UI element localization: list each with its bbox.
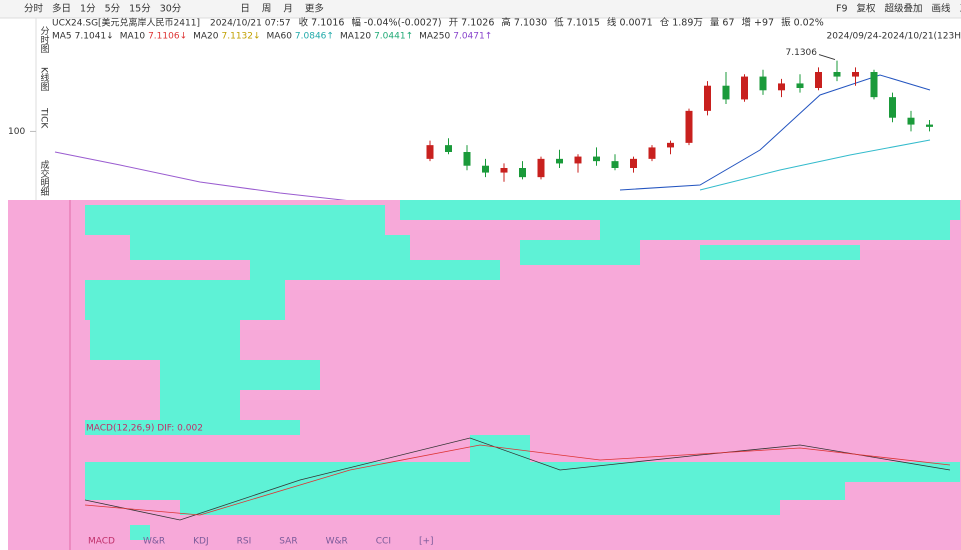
- ma-name: MA60: [267, 32, 293, 42]
- ma-value: 7.0846↑: [295, 32, 334, 42]
- quote-item: 高 7.1030: [501, 17, 547, 29]
- ma-value: 7.1041↓: [75, 32, 114, 42]
- macd-label: MACD(12,26,9) DIF: 0.002: [86, 424, 203, 434]
- candle-body: [611, 161, 619, 168]
- indicator-tab[interactable]: W&R: [326, 537, 348, 547]
- candle-body: [630, 158, 637, 168]
- candle-body: [426, 145, 434, 159]
- candle-body: [445, 145, 452, 152]
- indicator-tab[interactable]: SAR: [279, 537, 297, 547]
- ma-line: [54, 151, 361, 203]
- toolbar-button[interactable]: 30分: [160, 4, 182, 15]
- side-tab[interactable]: K线图: [39, 67, 50, 92]
- macd-line: [84, 437, 951, 521]
- toolbar-button[interactable]: 超级叠加: [885, 3, 923, 15]
- candle-body: [778, 83, 785, 91]
- candle-body: [519, 168, 526, 178]
- candle-body: [537, 158, 545, 178]
- macd-line: [84, 444, 951, 516]
- side-tab[interactable]: TICK: [39, 107, 49, 129]
- toolbar-button[interactable]: 画线: [932, 3, 952, 15]
- time: 2024/10/21 07:57: [210, 19, 291, 29]
- toolbar-button[interactable]: 1分: [80, 4, 96, 15]
- candle-body: [796, 83, 804, 88]
- toolbar-button[interactable]: 日: [240, 4, 250, 15]
- candle-body: [556, 158, 563, 164]
- indicator-tab[interactable]: CCI: [376, 537, 391, 547]
- candle-body: [593, 156, 600, 162]
- candle-body: [463, 152, 471, 166]
- candle-body: [833, 72, 841, 77]
- side-tab[interactable]: 成交明细: [39, 159, 50, 196]
- symbol: UCX24.SG[美元兑离岸人民币2411]: [52, 17, 200, 29]
- ma-name: MA20: [193, 32, 219, 42]
- toolbar-button[interactable]: 5分: [105, 4, 121, 15]
- ma-line: [699, 139, 931, 191]
- ma-name: MA10: [120, 32, 146, 42]
- ma-value: 7.0471↑: [453, 32, 492, 42]
- indicator-tab[interactable]: W&R: [143, 537, 165, 547]
- candle-body: [852, 72, 859, 77]
- candle-body: [741, 76, 748, 100]
- toolbar-button[interactable]: 复权: [857, 3, 877, 15]
- y-tick-label: 100: [8, 127, 25, 137]
- toolbar-button[interactable]: 工具: [960, 4, 961, 15]
- candle-body: [648, 147, 656, 159]
- candle-body: [815, 72, 822, 88]
- candle-body: [667, 142, 674, 148]
- indicator-tab[interactable]: RSI: [237, 537, 252, 547]
- candle-body: [500, 168, 508, 173]
- candle-body: [704, 85, 711, 111]
- candle-body: [574, 156, 582, 164]
- ma-value: 7.1132↓: [222, 32, 261, 42]
- toolbar-button[interactable]: 月: [283, 4, 293, 15]
- candle-body: [907, 117, 915, 125]
- indicator-tab[interactable]: MACD: [88, 537, 115, 547]
- candle-body: [889, 97, 896, 118]
- candle-body: [685, 110, 693, 143]
- toolbar-button[interactable]: 周: [262, 4, 272, 15]
- candle-body: [759, 76, 767, 91]
- date-range: 2024/09/24-2024/10/21(123H: [827, 32, 961, 42]
- ma-name: MA120: [340, 32, 371, 42]
- toolbar-button[interactable]: 更多: [305, 3, 324, 15]
- toolbar-button[interactable]: F9: [836, 4, 848, 15]
- quote-item: 线 0.0071: [607, 17, 653, 29]
- indicator-tab[interactable]: KDJ: [193, 537, 209, 547]
- quote-item: 收 7.1016: [299, 17, 345, 29]
- high-label: 7.1306: [786, 48, 818, 58]
- quote-item: 低 7.1015: [554, 17, 600, 29]
- quote-item: 振 0.02%: [781, 17, 824, 29]
- side-tab[interactable]: 分时图: [39, 26, 50, 54]
- quote-item: 量 67: [710, 18, 735, 29]
- ma-value: 7.0441↑: [374, 32, 413, 42]
- toolbar-button[interactable]: 多日: [52, 3, 71, 15]
- indicator-tab[interactable]: [+]: [419, 537, 434, 547]
- toolbar-button[interactable]: 15分: [129, 4, 151, 15]
- high-pointer: [818, 54, 836, 61]
- ma-value: 7.1106↓: [148, 32, 187, 42]
- toolbar-button[interactable]: 分时: [24, 3, 44, 15]
- candle-body: [482, 165, 489, 173]
- ma-name: MA5: [52, 32, 72, 42]
- candle-body: [722, 85, 730, 100]
- quote-item: 仓 1.89万: [660, 17, 703, 29]
- candle-body: [926, 124, 933, 127]
- candle-body: [870, 72, 878, 98]
- ma-line: [619, 74, 931, 191]
- quote-item: 开 7.1026: [449, 18, 495, 29]
- toolbar-bg: [0, 0, 961, 18]
- quote-item: 幅 -0.04%(-0.0027): [351, 17, 441, 29]
- ma-name: MA250: [419, 32, 450, 42]
- glitch-blocks: [85, 200, 960, 540]
- quote-item: 增 +97: [741, 17, 774, 29]
